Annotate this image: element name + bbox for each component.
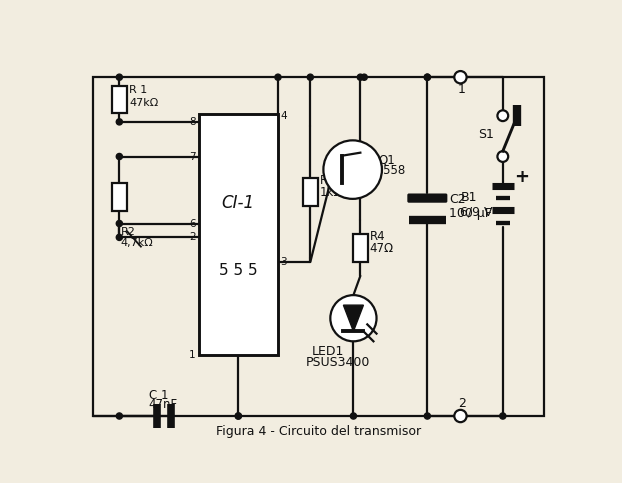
Text: CI-1: CI-1 (222, 194, 255, 213)
Bar (111, 183, 127, 211)
Text: S1: S1 (478, 128, 494, 141)
Circle shape (116, 119, 123, 125)
Circle shape (361, 74, 367, 80)
FancyBboxPatch shape (407, 194, 447, 203)
Text: 7: 7 (189, 152, 195, 161)
Text: C 1: C 1 (149, 389, 168, 402)
Text: 47Ω: 47Ω (369, 242, 394, 255)
Polygon shape (343, 305, 363, 331)
Circle shape (116, 413, 123, 419)
Text: 6: 6 (189, 218, 195, 228)
Bar (198, 114, 278, 355)
Text: 47nF: 47nF (149, 398, 178, 412)
Circle shape (424, 413, 430, 419)
Text: LED1: LED1 (312, 345, 344, 358)
Text: 1kΩ: 1kΩ (320, 186, 343, 199)
Text: R4: R4 (369, 230, 385, 243)
Text: R 1: R 1 (129, 85, 147, 95)
Text: BC558: BC558 (368, 164, 406, 177)
Text: 1: 1 (189, 350, 195, 360)
Circle shape (454, 410, 466, 422)
Text: 47kΩ: 47kΩ (129, 98, 159, 108)
Circle shape (116, 220, 123, 227)
Text: B1: B1 (460, 191, 477, 204)
Circle shape (116, 154, 123, 159)
Circle shape (424, 74, 430, 80)
Circle shape (330, 295, 376, 341)
Circle shape (323, 141, 382, 199)
Text: 4,7kΩ: 4,7kΩ (121, 238, 154, 248)
Bar (303, 178, 318, 206)
Circle shape (235, 413, 241, 419)
Text: 4: 4 (281, 111, 287, 121)
Text: Q1: Q1 (378, 154, 395, 167)
Circle shape (307, 74, 313, 80)
Circle shape (454, 71, 466, 84)
Text: 2: 2 (189, 232, 195, 242)
Text: R2: R2 (121, 227, 136, 237)
Circle shape (498, 151, 508, 162)
Bar (353, 234, 368, 262)
Text: 8: 8 (189, 117, 195, 127)
Text: 1: 1 (458, 83, 466, 96)
Text: 3: 3 (281, 257, 287, 267)
Text: 5 5 5: 5 5 5 (219, 263, 258, 278)
Circle shape (116, 74, 123, 80)
Circle shape (116, 234, 123, 241)
Circle shape (350, 413, 356, 419)
Circle shape (275, 74, 281, 80)
Text: 6/9 V: 6/9 V (460, 205, 493, 218)
Circle shape (235, 413, 241, 419)
Text: C2: C2 (449, 193, 465, 206)
Circle shape (499, 413, 506, 419)
Text: 100 μF: 100 μF (449, 207, 492, 220)
Text: Figura 4 - Circuito del transmisor: Figura 4 - Circuito del transmisor (216, 425, 421, 438)
Text: 2: 2 (458, 397, 466, 410)
Text: +: + (514, 168, 529, 186)
Text: PSUS3400: PSUS3400 (305, 356, 370, 369)
Circle shape (357, 74, 363, 80)
Circle shape (424, 74, 430, 80)
Text: R3: R3 (320, 174, 335, 187)
Bar (111, 85, 127, 114)
Circle shape (498, 110, 508, 121)
